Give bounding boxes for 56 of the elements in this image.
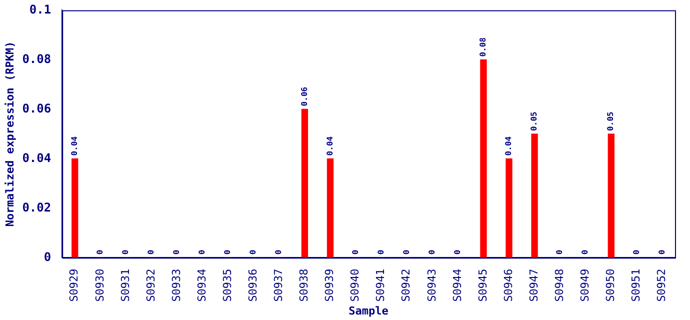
data-label: 0 [657,250,666,255]
x-tick-label: S0935 [220,268,234,302]
x-tick-label: S0942 [400,268,413,302]
data-label: 0 [402,250,411,255]
x-tick-label: S0946 [502,268,515,302]
data-label: 0.04 [504,136,514,156]
data-label: 0 [632,250,641,255]
data-label: 0 [95,250,104,255]
x-tick-label: S0950 [604,268,618,302]
data-label: 0.05 [606,111,616,131]
x-tick-label: S0931 [118,268,132,302]
data-label: 0 [248,250,258,255]
x-tick-label: S0930 [93,268,106,302]
x-tick-label: S0940 [348,268,362,302]
data-label: 0 [223,250,232,255]
x-tick-label: S0948 [552,268,566,302]
x-tick-label: S0938 [298,268,311,302]
x-tick-label: S0947 [527,268,540,302]
data-label: 0 [427,250,436,255]
y-tick-label: 0.06 [22,101,52,116]
x-tick-label: S0944 [450,268,464,302]
x-tick-label: S0933 [170,268,183,302]
data-label: 0.04 [70,136,79,156]
x-tick-label: S0951 [630,268,643,302]
data-label: 0.04 [325,136,334,156]
data-label: 0 [274,250,284,255]
data-label: 0 [580,250,590,255]
data-label: 0 [350,250,360,255]
x-tick-label: S0941 [374,268,388,302]
y-tick-label: 0.02 [22,200,52,214]
x-tick-label: S0936 [246,268,260,302]
data-label: 0.08 [478,37,488,57]
y-tick-label: 0 [44,250,52,264]
y-axis-title: Normalized expression (RPKM) [3,41,16,227]
data-label: 0 [555,250,564,255]
x-tick-label: S0952 [655,268,668,302]
y-tick-label: 0.08 [22,52,52,66]
data-label: 0 [453,250,462,255]
data-label: 0 [376,250,386,255]
x-tick-label: S0943 [425,268,438,302]
data-label: 0.06 [300,86,309,106]
data-label: 0 [198,250,207,255]
x-tick-label: S0949 [578,268,592,302]
data-label: 0.05 [530,111,539,131]
x-axis-title: Sample [348,304,389,318]
x-tick-label: S0939 [323,268,336,302]
data-label: 0 [172,250,182,255]
x-tick-label: S0929 [68,268,81,302]
data-label: 0 [121,250,130,255]
y-tick-label: 0.1 [29,2,52,16]
x-tick-label: S0934 [195,268,208,302]
y-tick-label: 0.04 [22,150,52,165]
x-tick-label: S0937 [272,268,286,302]
x-tick-label: S0932 [144,268,158,302]
x-tick-label: S0945 [476,268,490,302]
data-label: 0 [146,250,156,255]
